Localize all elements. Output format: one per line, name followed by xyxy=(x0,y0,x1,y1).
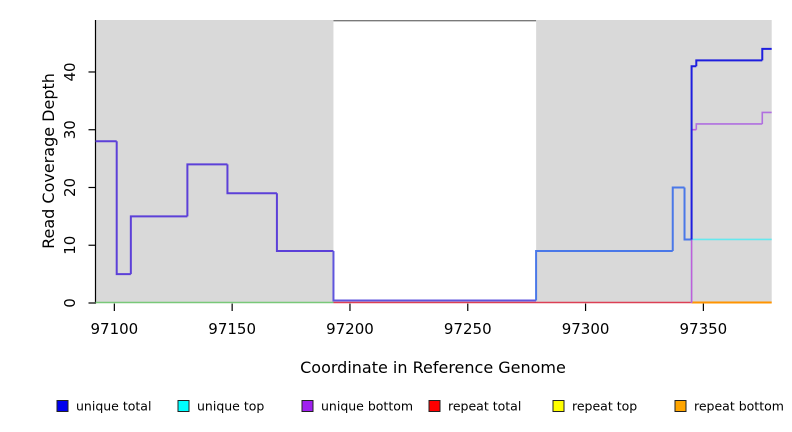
x-tick-label: 97350 xyxy=(680,320,728,338)
legend-label-repeat-bottom: repeat bottom xyxy=(694,399,784,414)
gap-region xyxy=(333,20,537,303)
legend-label-repeat-total: repeat total xyxy=(448,399,521,414)
y-tick-label: 30 xyxy=(61,120,79,139)
left-repeat-shading xyxy=(95,20,334,303)
y-axis-ticks: 0 10 20 30 40 xyxy=(61,62,96,308)
x-tick-label: 97300 xyxy=(562,320,610,338)
legend-label-unique-bottom: unique bottom xyxy=(321,399,413,414)
series-unique-bottom-segment xyxy=(761,111,772,124)
legend-marker-unique-total xyxy=(56,400,69,412)
y-tick-label: 20 xyxy=(61,178,79,197)
series-unique-total-segment xyxy=(683,187,692,241)
plot-regions xyxy=(95,20,772,303)
legend-label-unique-top: unique top xyxy=(197,399,264,414)
legend-marker-unique-bottom xyxy=(301,400,314,412)
y-tick-label: 40 xyxy=(61,62,79,81)
legend: unique total unique top unique bottom repea… xyxy=(56,399,784,414)
x-axis-title: Coordinate in Reference Genome xyxy=(300,358,566,377)
x-tick-label: 97200 xyxy=(326,320,374,338)
legend-marker-unique-top xyxy=(177,400,190,412)
series-unique-total-segment xyxy=(695,59,763,67)
x-axis-ticks: 97100 97150 97200 97250 97300 97350 xyxy=(90,303,728,338)
series-unique-total-segment xyxy=(186,163,228,217)
x-tick-label: 97100 xyxy=(90,320,138,338)
series-unique-total-segment xyxy=(671,186,685,252)
series-unique-total-segment xyxy=(129,215,188,275)
data-series xyxy=(95,47,772,304)
legend-marker-repeat-top xyxy=(552,400,565,412)
x-tick-label: 97150 xyxy=(208,320,256,338)
x-tick-label: 97250 xyxy=(444,320,492,338)
series-unique-total-segment xyxy=(115,141,131,276)
series-unique-total-segment xyxy=(761,47,772,61)
legend-label-repeat-top: repeat top xyxy=(572,399,637,414)
y-tick-label: 10 xyxy=(61,236,79,255)
series-unique-total-segment xyxy=(226,164,277,195)
legend-marker-repeat-total xyxy=(428,400,441,412)
series-unique-total-segment xyxy=(332,251,537,302)
legend-label-unique-total: unique total xyxy=(76,399,151,414)
right-repeat-shading xyxy=(536,20,772,303)
series-unique-total-segment xyxy=(275,193,334,253)
series-unique-total-segment xyxy=(535,250,673,301)
series-unique-bottom-segment xyxy=(695,123,763,130)
y-tick-label: 0 xyxy=(61,298,79,308)
legend-marker-repeat-bottom xyxy=(674,400,687,412)
y-axis-title: Read Coverage Depth xyxy=(39,73,58,249)
series-unique-total-segment xyxy=(690,65,697,240)
